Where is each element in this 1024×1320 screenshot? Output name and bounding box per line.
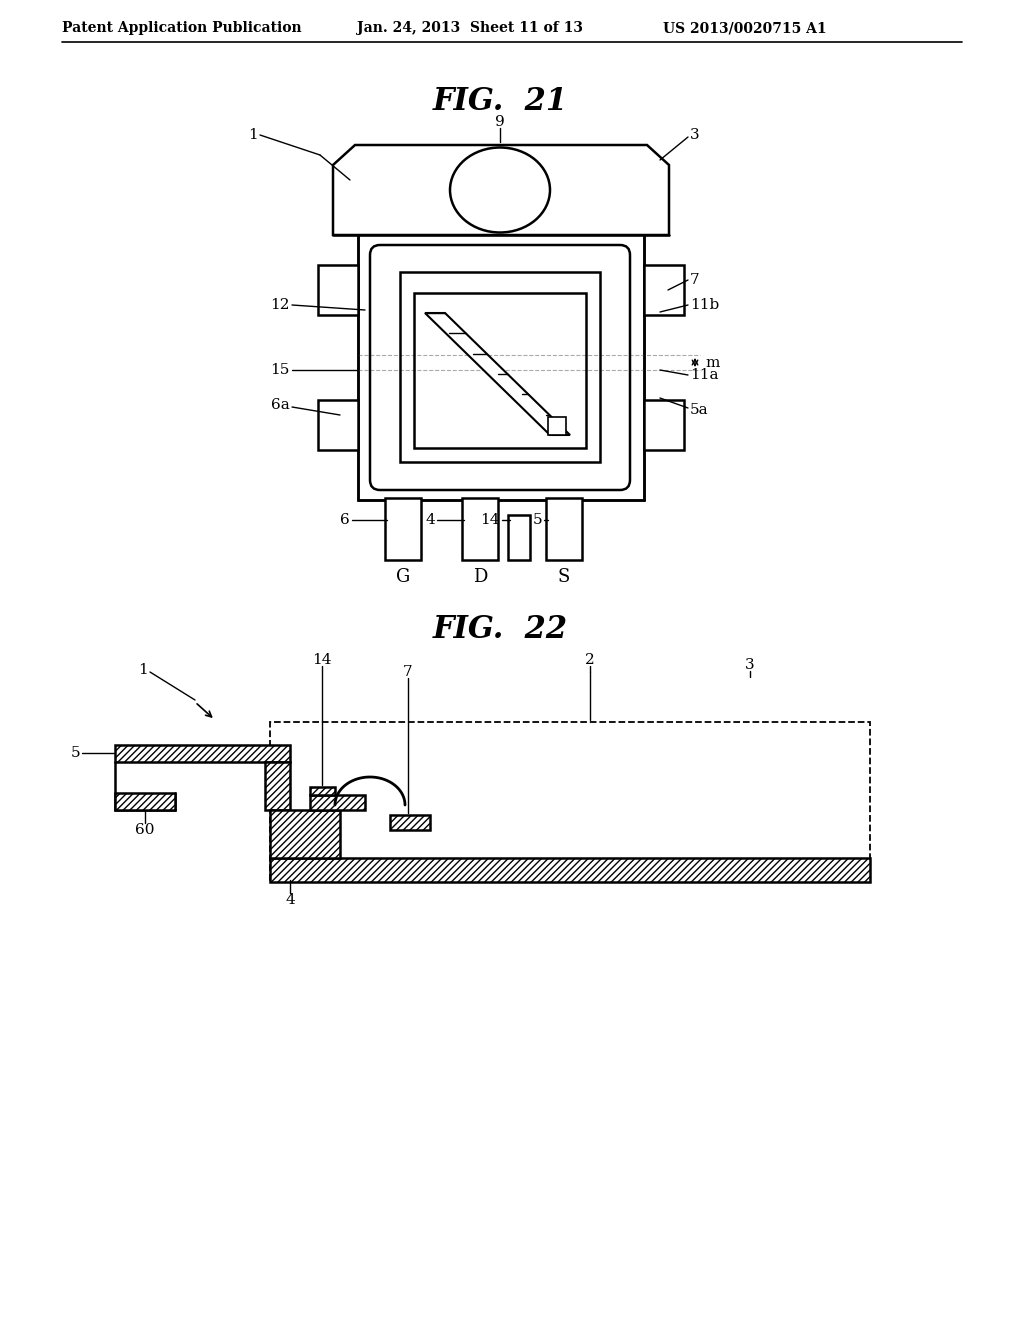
Text: 60: 60 [135, 822, 155, 837]
Bar [385, 498, 421, 560]
Bar [644, 265, 684, 315]
Text: US 2013/0020715 A1: US 2013/0020715 A1 [663, 21, 826, 36]
Bar [548, 417, 566, 436]
Bar [414, 293, 586, 447]
Bar [400, 272, 600, 462]
Text: 12: 12 [270, 298, 290, 312]
Polygon shape [270, 858, 870, 882]
Text: 7: 7 [690, 273, 699, 286]
Polygon shape [310, 787, 335, 795]
Text: 3: 3 [745, 657, 755, 672]
Polygon shape [115, 793, 175, 810]
Text: 2: 2 [585, 653, 595, 667]
Bar [318, 400, 358, 450]
Text: 11a: 11a [690, 368, 719, 381]
Text: 4: 4 [425, 513, 435, 527]
Text: G: G [396, 568, 411, 586]
Text: S: S [558, 568, 570, 586]
Text: 5a: 5a [690, 403, 709, 417]
Text: 1: 1 [138, 663, 148, 677]
Text: D: D [473, 568, 487, 586]
Bar [546, 498, 582, 560]
Text: 4: 4 [285, 894, 295, 907]
Text: 15: 15 [270, 363, 290, 378]
Text: 3: 3 [690, 128, 699, 143]
Text: 7: 7 [403, 665, 413, 678]
Text: Patent Application Publication: Patent Application Publication [62, 21, 302, 36]
Polygon shape [115, 744, 290, 762]
Polygon shape [270, 810, 340, 858]
Text: 1: 1 [248, 128, 258, 143]
Text: 5: 5 [532, 513, 542, 527]
Polygon shape [390, 814, 430, 830]
Bar [462, 498, 498, 560]
Text: 5: 5 [71, 746, 80, 760]
Text: Jan. 24, 2013  Sheet 11 of 13: Jan. 24, 2013 Sheet 11 of 13 [357, 21, 583, 36]
Ellipse shape [450, 148, 550, 232]
Text: 14: 14 [312, 653, 332, 667]
Polygon shape [310, 795, 365, 810]
Text: m: m [705, 356, 720, 370]
Bar [358, 235, 644, 500]
Bar [318, 265, 358, 315]
Text: 11b: 11b [690, 298, 719, 312]
Bar [270, 722, 870, 882]
Polygon shape [265, 762, 290, 810]
Bar [508, 515, 530, 560]
Text: FIG.  21: FIG. 21 [432, 87, 567, 117]
Text: 6a: 6a [271, 399, 290, 412]
Text: 9: 9 [496, 115, 505, 129]
Polygon shape [425, 313, 570, 436]
Text: 14: 14 [480, 513, 500, 527]
Text: FIG.  22: FIG. 22 [432, 615, 567, 645]
Bar [644, 400, 684, 450]
Text: 6: 6 [340, 513, 350, 527]
